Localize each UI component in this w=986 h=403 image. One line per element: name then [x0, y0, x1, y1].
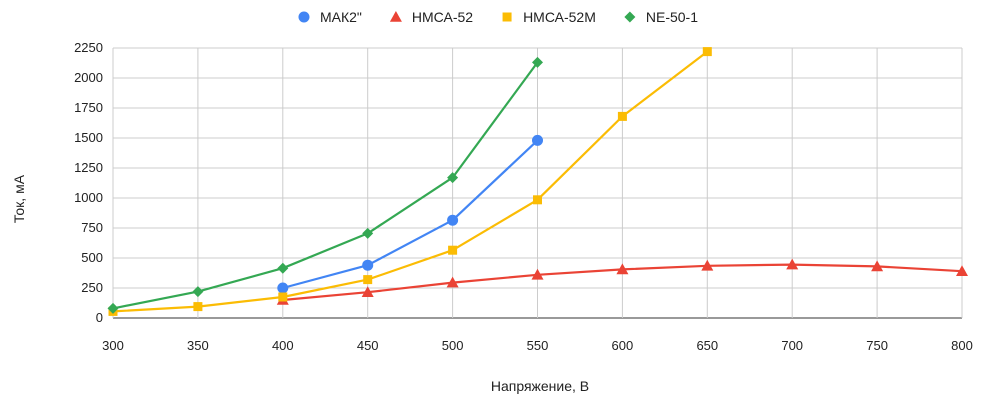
data-point[interactable]	[702, 47, 712, 57]
data-point[interactable]	[786, 258, 799, 270]
legend[interactable]: МАК2" НМСА-52 НМСА-52М NE-50-1	[298, 9, 698, 25]
x-tick-label: 600	[612, 338, 634, 353]
y-tick-label: 2250	[74, 40, 103, 55]
series-1	[277, 134, 543, 294]
data-point[interactable]	[192, 286, 204, 298]
data-point[interactable]	[871, 260, 884, 272]
data-point[interactable]	[363, 275, 373, 285]
y-tick-label: 1000	[74, 190, 103, 205]
y-tick-label: 1750	[74, 100, 103, 115]
series-4	[107, 56, 543, 314]
data-point[interactable]	[278, 292, 288, 302]
legend-label: НМСА-52М	[523, 9, 596, 25]
legend-label: НМСА-52	[412, 9, 473, 25]
legend-item-мак2[interactable]: МАК2"	[298, 9, 362, 25]
data-point[interactable]	[532, 134, 543, 146]
legend-marker	[298, 11, 310, 23]
x-tick-label: 550	[527, 338, 549, 353]
x-tick-label: 800	[951, 338, 973, 353]
y-tick-label: 250	[81, 280, 103, 295]
y-axis-title: Ток, мА	[11, 174, 27, 223]
data-point[interactable]	[447, 214, 459, 226]
series-line	[281, 139, 539, 290]
legend-marker	[624, 11, 636, 23]
data-point[interactable]	[361, 286, 374, 297]
y-tick-label: 2000	[74, 70, 103, 85]
data-point[interactable]	[533, 195, 542, 205]
x-tick-label: 450	[357, 338, 379, 353]
data-point[interactable]	[277, 282, 289, 294]
legend-marker	[502, 12, 512, 22]
legend-item-нмса-52[interactable]: НМСА-52	[389, 9, 473, 25]
data-point[interactable]	[193, 302, 203, 312]
y-tick-label: 1250	[74, 160, 103, 175]
data-point[interactable]	[277, 262, 289, 274]
data-point[interactable]	[956, 265, 968, 276]
x-axis-title: Напряжение, В	[491, 378, 589, 394]
data-point[interactable]	[701, 259, 714, 271]
x-tick-label: 700	[781, 338, 803, 353]
data-point[interactable]	[531, 268, 544, 280]
data-point[interactable]	[107, 302, 119, 314]
y-tick-label: 500	[81, 250, 103, 265]
legend-label: МАК2"	[320, 9, 362, 25]
legend-item-нмса-52м[interactable]: НМСА-52М	[502, 9, 596, 25]
series-line	[111, 61, 539, 310]
series-3	[108, 47, 712, 316]
axes: 0 250 500 750 1000 1250 1500 1750 2000 2250 300 350…	[74, 40, 973, 353]
data-point[interactable]	[616, 263, 629, 275]
data-point[interactable]	[447, 172, 459, 184]
x-tick-label: 350	[187, 338, 209, 353]
data-point[interactable]	[446, 276, 459, 288]
x-tick-label: 400	[272, 338, 294, 353]
legend-marker	[389, 11, 402, 22]
data-point[interactable]	[448, 245, 458, 255]
y-tick-label: 750	[81, 220, 103, 235]
x-tick-label: 300	[102, 338, 124, 353]
legend-item-ne-50-1[interactable]: NE-50-1	[624, 9, 698, 25]
x-tick-label: 750	[866, 338, 888, 353]
series-2	[276, 258, 968, 305]
x-tick-label: 500	[442, 338, 464, 353]
y-tick-label: 1500	[74, 130, 103, 145]
data-point[interactable]	[532, 56, 543, 68]
data-point[interactable]	[362, 227, 374, 239]
data-point[interactable]	[362, 259, 374, 271]
series-line	[111, 50, 709, 313]
x-tick-label: 650	[696, 338, 718, 353]
y-tick-label: 0	[96, 310, 103, 325]
data-point[interactable]	[617, 111, 627, 121]
legend-label: NE-50-1	[646, 9, 698, 25]
series-group	[107, 47, 968, 316]
